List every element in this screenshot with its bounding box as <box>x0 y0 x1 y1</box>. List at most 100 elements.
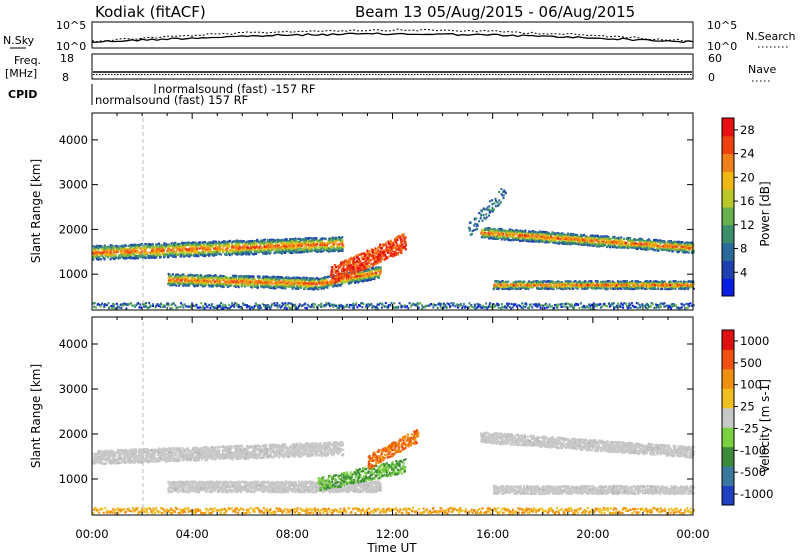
scatter-cell <box>207 244 210 247</box>
scatter-cell <box>157 251 160 254</box>
scatter-cell <box>179 275 182 278</box>
scatter-cell <box>561 239 564 242</box>
scatter-cell <box>625 237 628 240</box>
scatter-cell <box>346 261 349 264</box>
scatter-cell <box>349 270 352 273</box>
scatter-cell <box>314 283 317 286</box>
scatter-cell <box>113 250 116 253</box>
scatter-cell <box>97 249 100 252</box>
scatter-cell <box>367 262 370 265</box>
scatter-cell <box>496 233 499 236</box>
scatter-cell <box>515 238 518 241</box>
scatter-cell <box>402 233 405 236</box>
scatter-cell <box>518 231 520 234</box>
scatter-cell <box>363 277 365 280</box>
scatter-cell <box>120 251 123 254</box>
scatter-cell <box>369 265 372 268</box>
scatter-cell <box>332 249 335 253</box>
scatter-cell <box>172 283 175 286</box>
scatter-cell <box>333 275 336 278</box>
scatter-cell <box>225 283 228 286</box>
scatter-cell <box>256 275 259 278</box>
scatter-cell <box>299 281 301 284</box>
scatter-cell <box>180 251 183 254</box>
scatter-cell <box>354 281 357 284</box>
scatter-cell <box>485 235 488 238</box>
scatter-cell <box>314 281 317 285</box>
scatter-cell <box>364 273 367 276</box>
scatter-cell <box>351 271 354 274</box>
scatter-cell <box>331 246 334 249</box>
scatter-cell <box>141 242 143 246</box>
scatter-cell <box>243 279 246 282</box>
scatter-cell <box>127 256 129 259</box>
scatter-cell <box>378 261 381 264</box>
scatter-cell <box>246 240 249 243</box>
scatter-cell <box>307 248 310 252</box>
scatter-cell <box>316 240 319 243</box>
scatter-cell <box>173 283 176 286</box>
scatter-cell <box>277 246 280 249</box>
scatter-cell <box>175 249 178 252</box>
scatter-cell <box>625 245 628 248</box>
scatter-cell <box>485 232 488 235</box>
scatter-cell <box>281 287 284 290</box>
scatter-cell <box>193 247 196 250</box>
scatter-cell <box>289 247 292 250</box>
scatter-cell <box>222 249 225 252</box>
scatter-cell <box>352 260 355 263</box>
scatter-cell <box>272 246 275 249</box>
scatter-cell <box>556 237 559 240</box>
power-data <box>92 188 695 310</box>
scatter-cell <box>202 241 205 244</box>
scatter-cell <box>386 246 389 249</box>
scatter-cell <box>336 274 339 277</box>
scatter-cell <box>540 231 543 234</box>
scatter-cell <box>323 276 326 279</box>
scatter-cell <box>336 247 339 251</box>
scatter-cell <box>284 284 287 287</box>
scatter-cell <box>525 234 528 237</box>
scatter-cell <box>247 276 250 279</box>
scatter-cell <box>629 238 632 241</box>
scatter-cell <box>231 243 234 246</box>
scatter-cell <box>193 244 196 247</box>
scatter-cell <box>509 235 511 238</box>
scatter-cell <box>635 239 638 242</box>
scatter-cell <box>281 247 284 250</box>
scatter-cell <box>265 251 267 254</box>
scatter-cell <box>305 244 308 247</box>
scatter-cell <box>373 277 376 281</box>
scatter-cell <box>517 229 520 232</box>
scatter-cell <box>103 246 106 249</box>
scatter-cell <box>333 241 336 245</box>
scatter-cell <box>186 241 189 244</box>
scatter-cell <box>185 283 188 287</box>
scatter-cell <box>389 241 392 244</box>
scatter-cell <box>567 241 570 244</box>
scatter-cell <box>345 278 348 281</box>
scatter-cell <box>561 234 564 237</box>
scatter-cell <box>183 255 186 258</box>
scatter-cell <box>289 242 292 246</box>
scatter-cell <box>620 236 623 239</box>
scatter-cell <box>592 240 595 243</box>
scatter-cell <box>172 278 174 281</box>
scatter-cell <box>618 241 621 244</box>
scatter-cell <box>233 284 236 288</box>
scatter-cell <box>374 247 377 250</box>
scatter-cell <box>313 237 316 240</box>
scatter-cell <box>366 256 369 259</box>
scatter-cell <box>597 236 600 239</box>
scatter-cell <box>490 237 493 240</box>
scatter-cell <box>236 242 239 245</box>
scatter-cell <box>221 282 224 285</box>
scatter-cell <box>251 284 254 287</box>
scatter-cell <box>613 240 615 243</box>
scatter-cell <box>609 237 612 240</box>
scatter-cell <box>231 248 234 251</box>
scatter-cell <box>547 232 550 235</box>
scatter-cell <box>113 255 116 259</box>
scatter-cell <box>519 233 521 237</box>
scatter-cell <box>635 247 638 250</box>
